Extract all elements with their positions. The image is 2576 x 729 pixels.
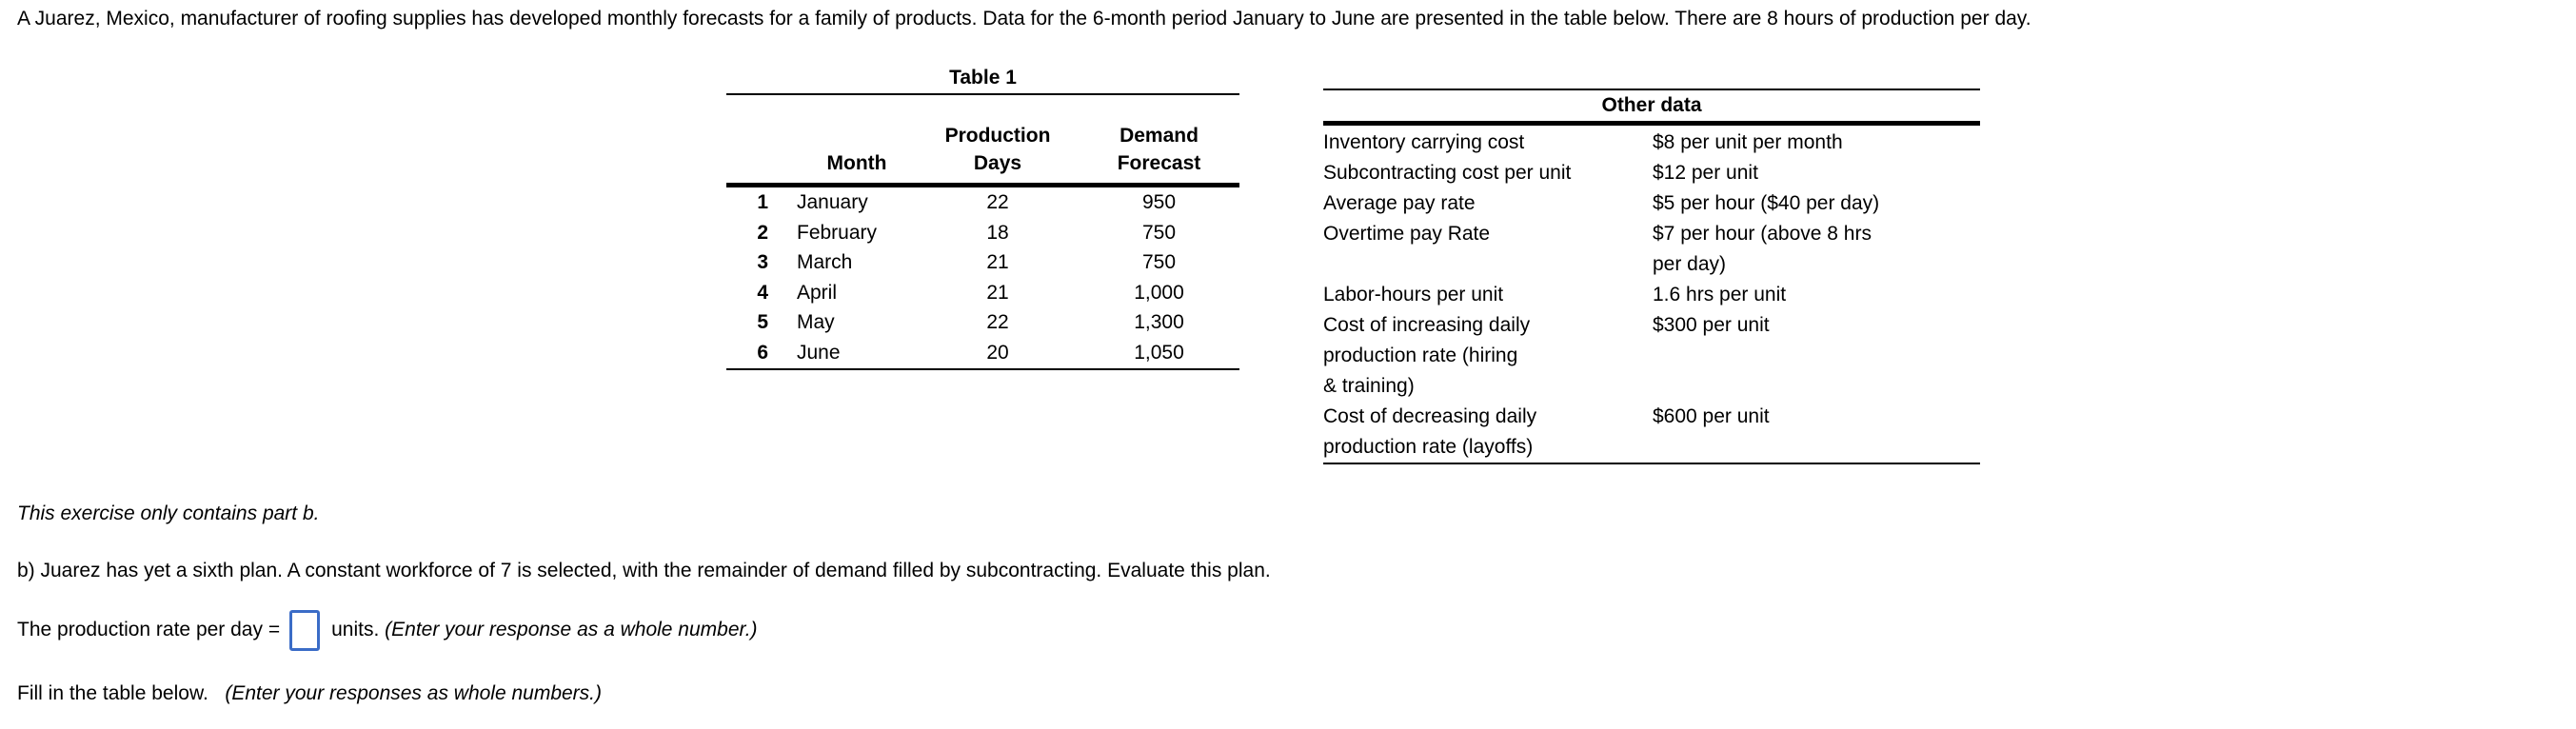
other-data-title: Other data: [1323, 90, 1980, 126]
other-data-row: Overtime pay Rate $7 per hour (above 8 h…: [1323, 219, 1980, 280]
header-month: Month: [826, 152, 887, 174]
production-days-cell: 20: [986, 341, 1009, 364]
other-data-value: $8 per unit per month: [1653, 131, 1843, 153]
header-production-days: Production Days: [944, 125, 1051, 174]
table-1: Table 1 Month Production Days Demand For…: [726, 63, 1239, 370]
other-data-label: Inventory carrying cost: [1323, 131, 1525, 153]
production-rate-input[interactable]: [289, 609, 321, 651]
other-data-label: Cost of increasing daily production rate…: [1323, 314, 1531, 397]
month-cell: June: [797, 341, 841, 364]
month-cell: January: [797, 191, 868, 213]
other-data-value: $5 per hour ($40 per day): [1653, 192, 1880, 214]
production-rate-prefix: The production rate per day =: [17, 619, 281, 640]
other-data-table: Other data Inventory carrying cost $8 pe…: [1323, 89, 1980, 464]
production-days-cell: 21: [986, 281, 1009, 304]
table-row: 6 June 20 1,050: [726, 338, 1239, 368]
part-b-question: b) Juarez has yet a sixth plan. A consta…: [17, 560, 1271, 581]
other-data-label: Overtime pay Rate: [1323, 223, 1491, 245]
production-rate-suffix: units.: [331, 619, 380, 640]
table-row: 3 March 21 750: [726, 247, 1239, 278]
demand-forecast-cell: 950: [1141, 191, 1177, 213]
production-rate-line: The production rate per day = units. (En…: [17, 607, 758, 653]
table-row: 2 February 18 750: [726, 218, 1239, 248]
demand-forecast-cell: 750: [1141, 221, 1177, 244]
fill-table-prefix: Fill in the table below.: [17, 682, 208, 704]
row-number: 4: [757, 281, 768, 304]
month-cell: February: [797, 221, 878, 244]
fill-table-line: Fill in the table below. (Enter your res…: [17, 681, 602, 706]
row-number: 1: [757, 191, 768, 213]
other-data-value: $600 per unit: [1653, 405, 1770, 427]
month-cell: April: [797, 281, 838, 304]
production-rate-instruction: (Enter your response as a whole number.): [385, 619, 758, 640]
row-number: 6: [757, 341, 768, 364]
other-data-row: Cost of increasing daily production rate…: [1323, 310, 1980, 402]
other-data-row: Subcontracting cost per unit $12 per uni…: [1323, 158, 1980, 188]
other-data-label: Subcontracting cost per unit: [1323, 162, 1572, 184]
table-1-header-rule: [726, 183, 1239, 187]
other-data-value: 1.6 hrs per unit: [1653, 284, 1787, 305]
demand-forecast-cell: 1,050: [1134, 341, 1184, 364]
month-cell: March: [797, 251, 853, 273]
other-data-value: $300 per unit: [1653, 314, 1770, 336]
production-days-cell: 22: [986, 191, 1009, 213]
table-1-top-rule: [726, 93, 1239, 95]
table-row: 1 January 22 950: [726, 187, 1239, 218]
table-1-bottom-rule: [726, 368, 1239, 370]
other-data-row: Average pay rate $5 per hour ($40 per da…: [1323, 188, 1980, 219]
other-data-value: $7 per hour (above 8 hrs per day): [1653, 223, 1872, 275]
problem-statement: A Juarez, Mexico, manufacturer of roofin…: [17, 8, 2031, 30]
other-data-label: Labor-hours per unit: [1323, 284, 1504, 305]
row-number: 2: [757, 221, 768, 244]
fill-table-instruction: (Enter your responses as whole numbers.): [225, 682, 603, 704]
month-cell: May: [797, 311, 835, 333]
row-number: 3: [757, 251, 768, 273]
header-demand-forecast: Demand Forecast: [1117, 125, 1201, 174]
demand-forecast-cell: 750: [1141, 251, 1177, 273]
demand-forecast-cell: 1,000: [1134, 281, 1184, 304]
other-data-row: Inventory carrying cost $8 per unit per …: [1323, 128, 1980, 158]
demand-forecast-cell: 1,300: [1134, 311, 1184, 333]
production-days-cell: 21: [986, 251, 1009, 273]
production-days-cell: 18: [986, 221, 1009, 244]
table-1-header-row: Month Production Days Demand Forecast: [726, 95, 1239, 183]
table-1-title: Table 1: [949, 67, 1017, 89]
other-data-row: Labor-hours per unit 1.6 hrs per unit: [1323, 280, 1980, 310]
other-data-row: Cost of decreasing daily production rate…: [1323, 402, 1980, 463]
other-data-label: Average pay rate: [1323, 192, 1476, 214]
table-row: 5 May 22 1,300: [726, 307, 1239, 338]
row-number: 5: [757, 311, 768, 333]
other-data-value: $12 per unit: [1653, 162, 1758, 184]
other-data-label: Cost of decreasing daily production rate…: [1323, 405, 1537, 458]
other-data-rows: Inventory carrying cost $8 per unit per …: [1323, 126, 1980, 463]
production-days-cell: 22: [986, 311, 1009, 333]
table-row: 4 April 21 1,000: [726, 278, 1239, 308]
exercise-note: This exercise only contains part b.: [17, 502, 320, 524]
